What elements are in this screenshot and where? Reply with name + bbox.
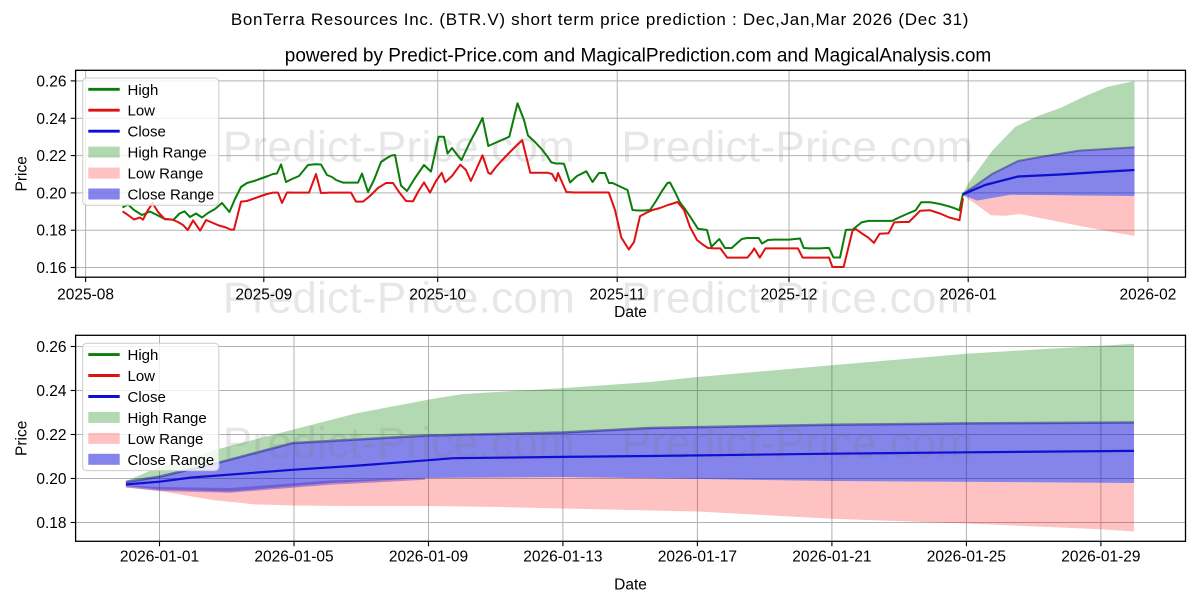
svg-text:2025-10: 2025-10: [409, 286, 466, 303]
svg-text:2026-01-01: 2026-01-01: [120, 549, 199, 566]
svg-text:2025-08: 2025-08: [57, 286, 114, 303]
svg-text:Low: Low: [128, 103, 156, 120]
svg-text:0.18: 0.18: [36, 515, 66, 532]
svg-text:2026-01-05: 2026-01-05: [254, 549, 333, 566]
svg-text:Date: Date: [614, 304, 647, 321]
svg-text:2026-01-25: 2026-01-25: [927, 549, 1006, 566]
svg-text:0.24: 0.24: [36, 111, 67, 128]
svg-text:0.16: 0.16: [36, 260, 66, 277]
svg-text:Low: Low: [128, 368, 156, 385]
svg-text:2026-01: 2026-01: [940, 286, 997, 303]
svg-text:0.18: 0.18: [36, 223, 66, 240]
svg-text:2025-09: 2025-09: [235, 286, 292, 303]
svg-text:2026-01-29: 2026-01-29: [1061, 549, 1140, 566]
svg-text:powered by Predict-Price.com a: powered by Predict-Price.com and Magical…: [285, 46, 991, 67]
svg-text:2025-11: 2025-11: [589, 286, 645, 303]
svg-text:0.24: 0.24: [36, 383, 67, 400]
svg-text:0.26: 0.26: [36, 73, 66, 90]
svg-text:2025-12: 2025-12: [761, 286, 818, 303]
svg-text:Predict-Price.com: Predict-Price.com: [621, 123, 973, 172]
svg-text:Predict-Price.com: Predict-Price.com: [223, 274, 575, 323]
svg-text:0.22: 0.22: [36, 148, 66, 165]
svg-text:2026-01-21: 2026-01-21: [792, 549, 871, 566]
svg-text:Predict-Price.com: Predict-Price.com: [223, 123, 575, 172]
svg-text:0.20: 0.20: [36, 471, 67, 488]
svg-text:2026-01-17: 2026-01-17: [658, 549, 737, 566]
svg-text:Predict-Price.com: Predict-Price.com: [621, 419, 973, 468]
svg-text:0.26: 0.26: [36, 339, 66, 356]
svg-text:Predict-Price.com: Predict-Price.com: [621, 274, 973, 323]
svg-text:Price: Price: [14, 421, 31, 456]
svg-text:2026-02: 2026-02: [1119, 286, 1176, 303]
svg-text:Date: Date: [614, 577, 647, 594]
svg-text:0.20: 0.20: [36, 185, 67, 202]
svg-text:Close: Close: [128, 124, 166, 141]
svg-text:High Range: High Range: [128, 145, 207, 162]
svg-text:Close Range: Close Range: [128, 187, 215, 204]
svg-text:2026-01-09: 2026-01-09: [389, 549, 468, 566]
svg-text:Predict-Price.com: Predict-Price.com: [223, 419, 575, 468]
svg-text:Close Range: Close Range: [128, 452, 215, 469]
svg-text:0.22: 0.22: [36, 427, 66, 444]
svg-text:2026-01-13: 2026-01-13: [523, 549, 602, 566]
svg-text:Price: Price: [14, 156, 31, 191]
svg-text:BonTerra Resources Inc. (BTR.V: BonTerra Resources Inc. (BTR.V) short te…: [231, 10, 969, 29]
svg-text:High Range: High Range: [128, 410, 207, 427]
svg-text:Low Range: Low Range: [128, 166, 204, 183]
svg-text:Close: Close: [128, 389, 166, 406]
svg-text:High: High: [128, 347, 159, 364]
svg-text:High: High: [128, 82, 159, 99]
svg-text:Low Range: Low Range: [128, 431, 204, 448]
